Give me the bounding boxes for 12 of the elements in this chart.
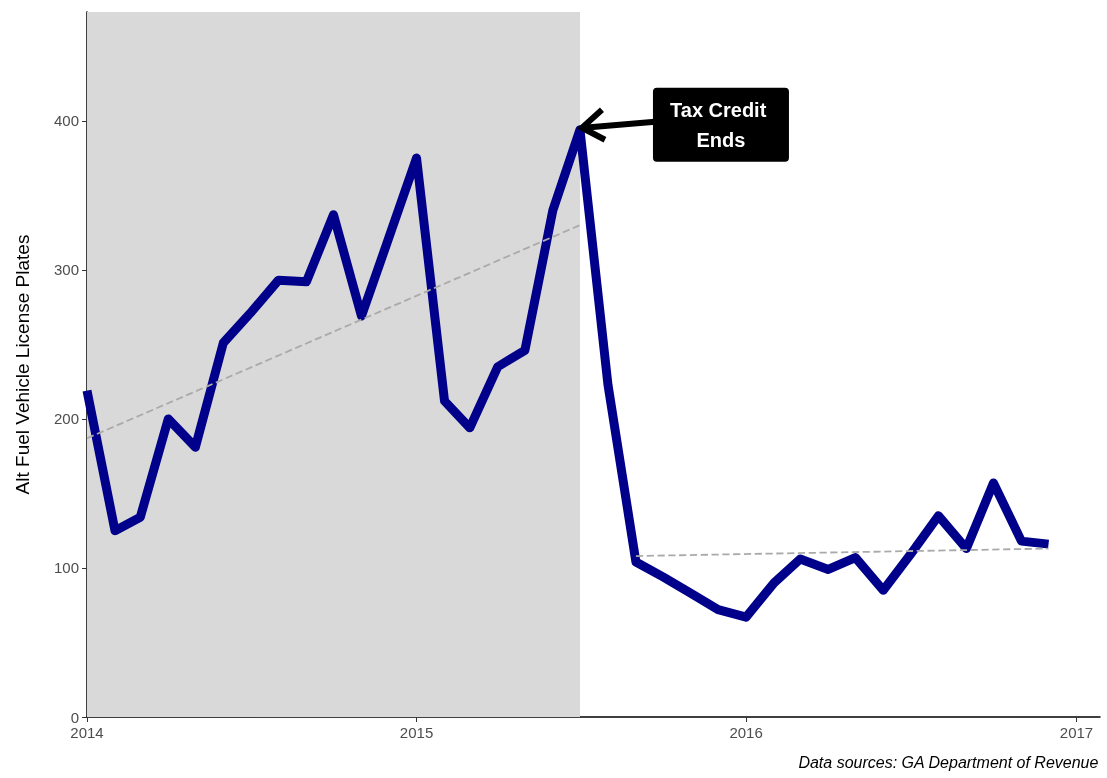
x-tick-label: 2015 [399, 724, 434, 741]
y-tick-label: 300 [53, 261, 79, 279]
y-tick-label: 100 [53, 559, 79, 577]
y-axis-title: Alt Fuel Vehicle License Plates [12, 234, 33, 495]
y-tick-label: 400 [53, 112, 79, 130]
y-tick-label: 0 [70, 708, 79, 726]
y-tick-label: 200 [53, 410, 79, 428]
x-tick-label: 2017 [1059, 724, 1094, 741]
x-tick-label: 2016 [729, 724, 763, 741]
x-tick-label: 2014 [70, 724, 104, 741]
annotation: Tax Credit Ends [670, 98, 772, 151]
text: Data sources: GA Department of Revenue [798, 753, 1099, 771]
